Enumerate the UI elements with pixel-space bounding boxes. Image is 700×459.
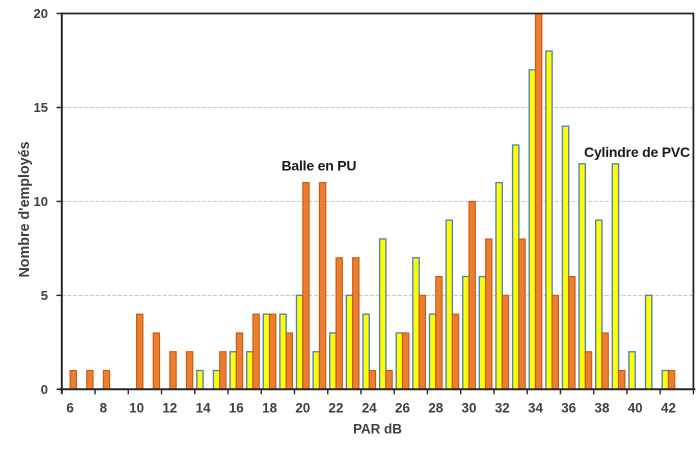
svg-text:34: 34: [528, 400, 543, 415]
svg-text:5: 5: [41, 288, 48, 303]
svg-text:12: 12: [162, 400, 177, 415]
svg-text:10: 10: [34, 194, 48, 209]
svg-text:8: 8: [100, 400, 108, 415]
svg-text:24: 24: [362, 400, 377, 415]
svg-text:32: 32: [495, 400, 510, 415]
svg-text:40: 40: [628, 400, 643, 415]
svg-text:Balle en PU: Balle en PU: [281, 157, 356, 173]
svg-text:18: 18: [262, 400, 277, 415]
svg-text:42: 42: [661, 400, 676, 415]
svg-text:36: 36: [561, 400, 576, 415]
svg-text:6: 6: [66, 400, 73, 415]
svg-text:15: 15: [34, 100, 48, 115]
svg-text:20: 20: [295, 400, 310, 415]
svg-text:Cylindre de PVC: Cylindre de PVC: [584, 144, 690, 160]
svg-text:30: 30: [462, 400, 477, 415]
svg-text:Nombre d'employés: Nombre d'employés: [17, 141, 33, 277]
svg-text:10: 10: [129, 400, 144, 415]
svg-text:PAR dB: PAR dB: [353, 421, 402, 436]
svg-text:38: 38: [595, 400, 610, 415]
svg-text:16: 16: [229, 400, 244, 415]
svg-text:20: 20: [34, 6, 48, 21]
svg-text:0: 0: [41, 382, 48, 397]
svg-text:22: 22: [329, 400, 344, 415]
svg-text:26: 26: [395, 400, 410, 415]
svg-text:28: 28: [428, 400, 443, 415]
svg-text:14: 14: [196, 400, 211, 415]
